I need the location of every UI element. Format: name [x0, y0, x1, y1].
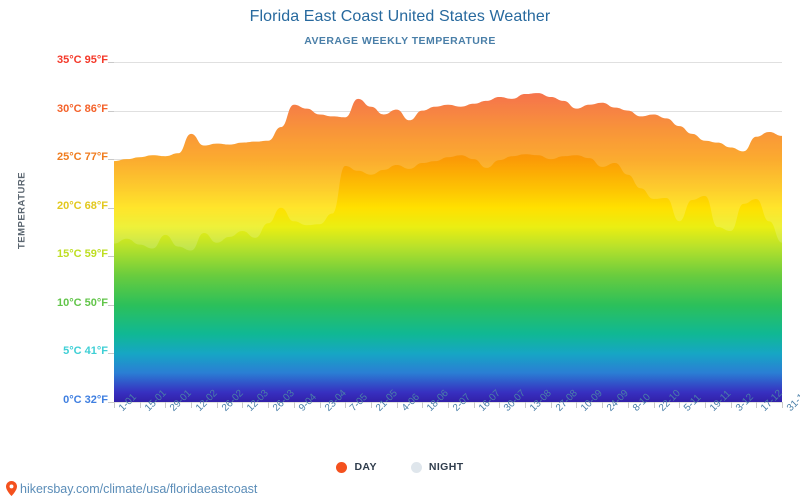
- x-tickmark: [293, 402, 295, 408]
- x-tickmark: [756, 402, 758, 408]
- x-tickmark: [396, 402, 398, 408]
- y-tickmark-30: [108, 110, 114, 112]
- x-tickmark: [679, 402, 681, 408]
- y-tickmark-0: [108, 402, 114, 403]
- legend-label: DAY: [354, 461, 377, 473]
- x-tickmark: [139, 402, 141, 408]
- y-tickmark-20: [108, 207, 114, 209]
- chart-legend: DAY NIGHT: [0, 461, 800, 473]
- x-tickmark: [525, 402, 527, 408]
- x-tickmark: [473, 402, 475, 408]
- x-tickmark: [370, 402, 372, 408]
- chart-subtitle: AVERAGE WEEKLY TEMPERATURE: [304, 35, 496, 47]
- source-url[interactable]: hikersbay.com/climate/usa/floridaeastcoa…: [20, 481, 258, 496]
- y-tick-label-10: 10°C 50°F: [57, 296, 108, 309]
- x-tickmark: [550, 402, 552, 408]
- x-tickmark: [499, 402, 501, 408]
- x-tickmark: [165, 402, 167, 408]
- x-tickmark: [319, 402, 321, 408]
- y-tickmark-25: [108, 159, 114, 161]
- x-tickmark: [268, 402, 270, 408]
- x-tickmark: [653, 402, 655, 408]
- x-tickmark: [704, 402, 706, 408]
- y-tickmark-15: [108, 256, 114, 258]
- legend-marker-icon: [336, 461, 348, 473]
- gridline-35: [114, 62, 782, 63]
- page-title: Florida East Coast United States Weather: [249, 8, 551, 25]
- y-tick-label-35: 35°C 95°F: [57, 54, 108, 66]
- map-pin-icon: [6, 481, 17, 496]
- x-tickmark: [114, 402, 115, 408]
- x-tickmark: [576, 402, 578, 408]
- y-tickmark-35: [108, 62, 114, 63]
- y-axis-labels: 35°C 95°F 30°C 86°F 25°C 77°F 20°C 68°F 15°C…: [0, 0, 108, 500]
- y-tickmark-10: [108, 304, 114, 306]
- x-tickmark: [422, 402, 424, 408]
- x-tickmark: [627, 402, 629, 408]
- temperature-area-chart: [114, 62, 782, 402]
- x-tickmark: [216, 402, 218, 408]
- legend-label: NIGHT: [428, 461, 464, 473]
- y-tick-label-5: 5°C 41°F: [63, 345, 108, 358]
- x-tick-label: 31-12: [785, 387, 800, 414]
- legend-day[interactable]: DAY: [336, 461, 376, 473]
- x-tickmark: [782, 402, 783, 408]
- legend-night[interactable]: NIGHT: [410, 461, 464, 473]
- x-tickmark: [242, 402, 244, 408]
- y-tick-label-25: 25°C 77°F: [57, 151, 108, 164]
- y-tickmark-5: [108, 353, 114, 355]
- x-tickmark: [730, 402, 732, 408]
- x-tickmark: [345, 402, 347, 408]
- x-tickmark: [191, 402, 193, 408]
- y-tick-label-0: 0°C 32°F: [63, 394, 108, 406]
- source-footer[interactable]: hikersbay.com/climate/usa/floridaeastcoa…: [6, 481, 257, 496]
- y-tick-label-20: 20°C 68°F: [57, 199, 108, 212]
- y-tick-label-30: 30°C 86°F: [57, 102, 108, 115]
- legend-marker-icon: [410, 461, 422, 473]
- y-tick-label-15: 15°C 59°F: [57, 248, 108, 261]
- x-tickmark: [602, 402, 604, 408]
- x-tickmark: [448, 402, 449, 408]
